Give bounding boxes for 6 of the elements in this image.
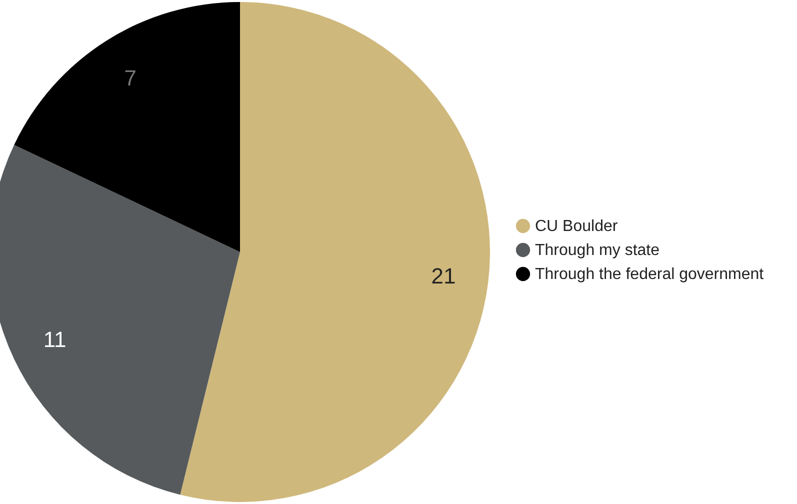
legend-label: CU Boulder — [535, 218, 618, 235]
data-label: 7 — [124, 66, 137, 91]
legend-label: Through my state — [535, 242, 660, 259]
data-label: 21 — [431, 264, 456, 289]
data-label: 11 — [43, 326, 66, 352]
legend-label: Through the federal government — [535, 266, 764, 283]
